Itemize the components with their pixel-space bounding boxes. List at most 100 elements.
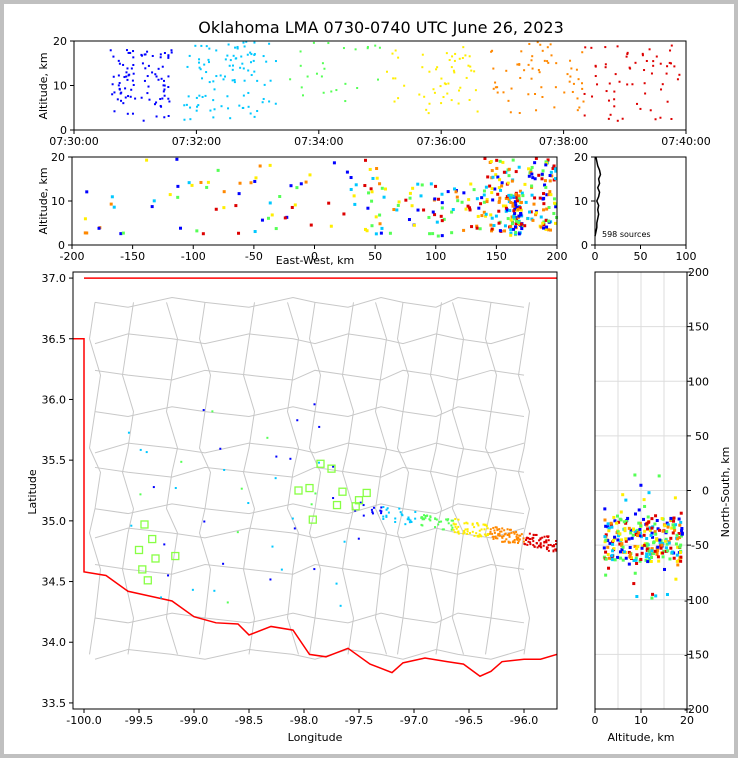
alt-ns-point [604,573,608,577]
time-height-point [571,90,574,93]
map-source-point [247,502,250,505]
time-height-point [465,76,468,79]
ew-height-point [507,167,511,171]
time-height-ytick-label: 10 [53,80,67,93]
map-source-point [382,515,385,518]
map-source-point [457,525,460,528]
time-height-point [626,51,629,54]
map-source-point [310,503,313,506]
alt-ns-point [603,535,607,539]
time-height-point [229,117,232,120]
map-source-point [466,522,469,525]
time-height-point [394,49,397,52]
ew-height-point [110,195,114,199]
lma-stations [134,459,371,585]
alt-ns-point [620,544,624,548]
ew-height-point [380,186,384,190]
time-height-point [507,99,510,102]
lma-station-marker [151,554,160,563]
ew-height-point [493,187,497,191]
time-height-point [229,59,232,62]
time-height-point [203,63,206,66]
time-height-point [474,89,477,92]
time-height-point [378,46,381,49]
ew-height-point [496,175,500,179]
time-height-point [576,109,579,112]
ew-height-point [489,159,493,163]
time-height-point [583,114,586,117]
alt-ns-point [645,552,649,556]
alt-ns-point [660,543,664,547]
map-xtick-label: -96.5 [455,714,483,727]
time-height-point [262,97,265,100]
alt-ns-point [673,496,677,500]
time-height-point [518,63,521,66]
time-height-point [194,44,197,47]
time-height-point [163,88,166,91]
time-height-point [655,55,658,58]
ew-height-point [515,199,519,203]
map-source-point [401,514,404,517]
ew-height-point [530,165,534,169]
alt-ns-point [643,543,647,547]
alt-ns-point [631,533,635,537]
lma-station-marker [327,464,336,473]
time-height-point [113,91,116,94]
ew-height-point [468,206,472,210]
alt-ns-point [616,514,620,518]
altitude-histogram-panel: 0 50 100 0 10 20 598 sources [574,151,697,263]
map-source-point [407,516,410,519]
time-height-point [141,62,144,65]
ew-height-point [422,208,426,212]
time-height-point [159,98,162,101]
map-source-point [535,542,538,545]
histogram-xtick-label: 50 [634,250,648,263]
time-height-point [452,69,455,72]
time-height-point [146,92,149,95]
alt-ns-point [650,556,654,560]
alt-ns-ytick-label: -50 [691,539,709,552]
alt-ns-panel: 0 10 20-200 -150 -100 -50 0 50 100 150 200 North-S… [592,266,733,744]
ew-height-point [515,196,519,200]
map-source-point [456,531,459,534]
time-height-point [510,87,513,90]
time-height-point [146,75,149,78]
time-height-point [129,51,132,54]
time-height-point [117,59,120,62]
map-source-point [385,508,388,511]
alt-ns-point [619,510,623,514]
map-source-point [529,543,532,546]
ew-height-point [542,208,546,212]
map-source-point [466,530,469,533]
map-source-point [222,562,225,565]
time-height-point [453,59,456,62]
ew-height-point [199,180,203,184]
ew-height-point [249,181,253,185]
time-height-point [641,54,644,57]
time-height-point [516,63,519,66]
alt-ns-point [652,552,656,556]
time-height-point [249,112,252,115]
map-source-point [531,537,534,540]
alt-ns-point [649,559,653,563]
ew-height-point [397,200,401,204]
ew-height-points [83,156,559,238]
map-source-point [423,514,426,517]
time-height-point [157,67,160,70]
alt-ns-point [612,547,616,551]
alt-ns-point [653,530,657,534]
time-height-point [451,55,454,58]
map-source-point [491,532,494,535]
ew-height-point [504,204,508,208]
alt-ns-point [620,538,624,542]
map-xtick-label: -97.0 [400,714,428,727]
time-height-point [247,91,250,94]
alt-ns-point [656,545,660,549]
alt-ns-point [651,592,655,596]
time-height-point [167,55,170,58]
alt-ns-point [621,493,625,497]
alt-ns-point [602,546,606,550]
alt-ns-point [652,540,656,544]
alt-ns-point [655,519,659,523]
alt-ns-point [635,561,639,565]
